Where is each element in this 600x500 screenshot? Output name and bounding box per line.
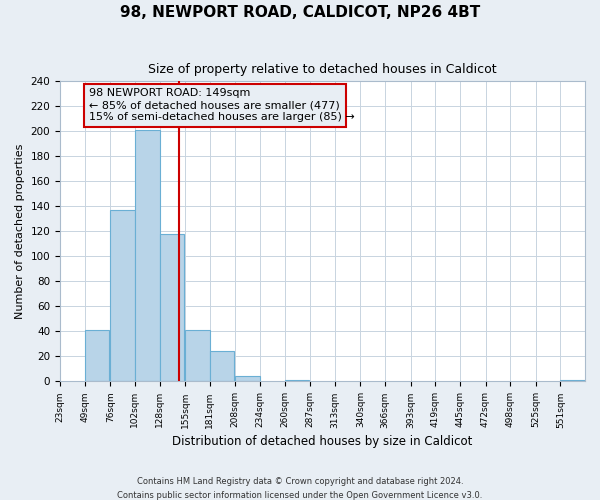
Text: 15% of semi-detached houses are larger (85) →: 15% of semi-detached houses are larger (… bbox=[89, 112, 355, 122]
Text: Contains HM Land Registry data © Crown copyright and database right 2024.
Contai: Contains HM Land Registry data © Crown c… bbox=[118, 478, 482, 500]
FancyBboxPatch shape bbox=[83, 84, 346, 128]
Bar bbox=[235, 376, 260, 382]
Bar bbox=[560, 380, 585, 382]
Bar bbox=[284, 380, 309, 382]
Bar bbox=[160, 234, 184, 382]
Bar bbox=[210, 352, 235, 382]
X-axis label: Distribution of detached houses by size in Caldicot: Distribution of detached houses by size … bbox=[172, 434, 473, 448]
Bar bbox=[110, 210, 135, 382]
Y-axis label: Number of detached properties: Number of detached properties bbox=[15, 144, 25, 319]
Bar bbox=[185, 330, 210, 382]
Text: 98 NEWPORT ROAD: 149sqm: 98 NEWPORT ROAD: 149sqm bbox=[89, 88, 250, 99]
Text: ← 85% of detached houses are smaller (477): ← 85% of detached houses are smaller (47… bbox=[89, 100, 340, 110]
Title: Size of property relative to detached houses in Caldicot: Size of property relative to detached ho… bbox=[148, 62, 497, 76]
Bar bbox=[135, 130, 160, 382]
Text: 98, NEWPORT ROAD, CALDICOT, NP26 4BT: 98, NEWPORT ROAD, CALDICOT, NP26 4BT bbox=[120, 5, 480, 20]
Bar bbox=[85, 330, 109, 382]
